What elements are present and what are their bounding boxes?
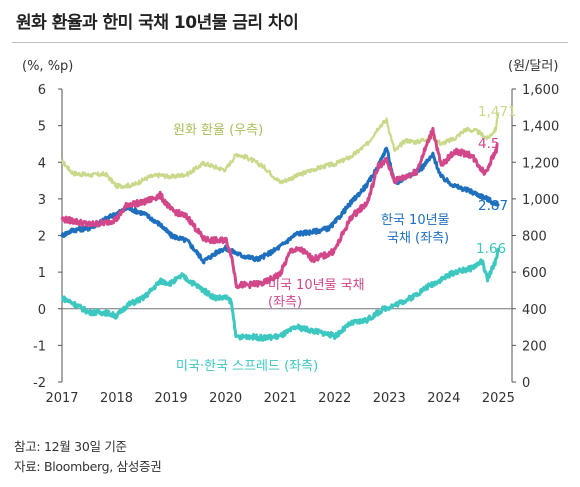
- x-axis-tick-label: 2023: [373, 391, 406, 406]
- x-axis-tick-label: 2021: [264, 391, 297, 406]
- footnote-reference-date: 참고: 12월 30일 기준: [14, 439, 127, 454]
- label-us10y-line1: 미국 10년물 국채: [268, 278, 365, 293]
- left-axis-tick-label: 0: [38, 303, 46, 318]
- title-divider: [12, 42, 568, 43]
- right-axis-tick-label: 1,200: [522, 156, 559, 171]
- end-value-spread: 1.66: [476, 241, 506, 257]
- x-axis-tick-label: 2025: [482, 391, 515, 406]
- right-axis-tick-label: 1,400: [522, 120, 559, 135]
- left-axis-unit: (%, %p): [22, 59, 73, 74]
- right-axis-tick-label: 800: [522, 230, 547, 245]
- left-axis-tick-label: -2: [33, 376, 46, 391]
- left-axis-tick-label: 4: [38, 156, 46, 171]
- left-axis-tick-label: 1: [38, 266, 46, 281]
- end-value-krw: 1,471: [478, 104, 517, 120]
- series-line-kr10y: [60, 146, 500, 265]
- label-kr10y-line1: 한국 10년물: [381, 213, 450, 228]
- label-spread: 미국·한국 스프레드 (좌측): [176, 359, 318, 374]
- left-axis-tick-label: 3: [38, 193, 46, 208]
- right-axis-tick-label: 400: [522, 303, 547, 318]
- x-axis-tick-label: 2017: [45, 391, 78, 406]
- x-axis-tick-label: 2022: [318, 391, 351, 406]
- x-axis-tick-label: 2024: [427, 391, 460, 406]
- right-axis-tick-label: 0: [522, 376, 530, 391]
- left-axis-tick-label: 2: [38, 230, 46, 245]
- right-axis-unit: (원/달러): [508, 59, 558, 74]
- x-axis-tick-label: 2020: [209, 391, 242, 406]
- series-line-us10y: [60, 126, 500, 290]
- x-axis-tick-label: 2018: [100, 391, 133, 406]
- end-value-kr10y: 2.87: [478, 198, 508, 214]
- left-axis-tick-label: -1: [33, 339, 46, 354]
- right-axis-tick-label: 1,000: [522, 193, 559, 208]
- right-axis-tick-label: 200: [522, 339, 547, 354]
- right-axis-tick-label: 600: [522, 266, 547, 281]
- chart: -2 -1 0 1 2 3 4 5 6 0 200 400 600 800 1,000 1,200 1,400 1…: [22, 59, 559, 406]
- footnote-source: 자료: Bloomberg, 삼성증권: [14, 459, 162, 474]
- series-line-krw: [61, 112, 500, 190]
- right-axis-tick-label: 1,600: [522, 83, 559, 98]
- series-line-spread: [61, 247, 500, 342]
- end-value-us10y: 4.5: [478, 136, 499, 152]
- left-axis-tick-label: 5: [38, 120, 46, 135]
- label-us10y-line2: (좌측): [268, 295, 302, 310]
- left-axis-tick-label: 6: [38, 83, 46, 98]
- label-kr10y-line2: 국채 (좌측): [387, 231, 449, 246]
- x-axis-tick-label: 2019: [155, 391, 188, 406]
- chart-title: 원화 환율과 한미 국채 10년물 금리 차이: [16, 13, 299, 33]
- label-krw: 원화 환율 (우측): [173, 123, 263, 138]
